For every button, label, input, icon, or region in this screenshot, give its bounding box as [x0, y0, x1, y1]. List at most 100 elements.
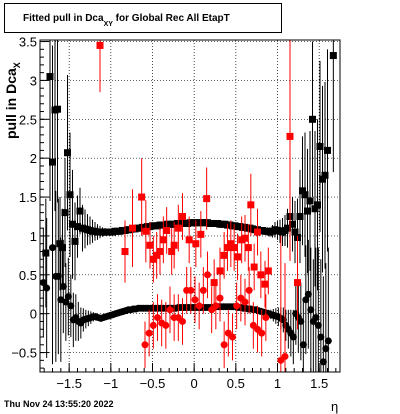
data-point-square	[250, 263, 258, 271]
data-point-square	[54, 105, 61, 113]
data-point-square	[247, 201, 255, 209]
data-point-square	[210, 279, 218, 287]
data-point-square	[304, 207, 311, 215]
data-point-square	[56, 240, 64, 248]
data-point-circle	[299, 341, 307, 349]
data-point-circle	[162, 321, 170, 329]
data-point-circle	[195, 302, 203, 310]
data-point-square	[257, 271, 265, 279]
data-point-square	[264, 267, 272, 275]
data-point-square	[321, 171, 329, 179]
chart-title-suffix: for Global Rec All EtapT	[112, 13, 230, 24]
data-point-square	[227, 240, 235, 248]
data-point-square	[64, 149, 71, 157]
x-tick-label: −1.5	[56, 376, 82, 391]
data-point-square	[284, 224, 291, 232]
data-point-circle	[220, 341, 228, 349]
y-axis-label-main: pull in Dca	[3, 68, 19, 139]
data-point-square	[324, 146, 331, 154]
x-tick-label: 0.5	[227, 376, 245, 391]
data-point-square	[170, 241, 178, 249]
y-tick-label: 2.5	[19, 112, 37, 127]
x-tick-label: 0	[191, 376, 198, 391]
y-tick-label: 0.5	[19, 268, 37, 283]
data-point-square	[61, 209, 69, 217]
data-point-circle	[262, 314, 270, 322]
data-point-square	[159, 236, 167, 244]
data-point-square	[153, 251, 161, 259]
data-layer	[39, 40, 337, 372]
data-point-square	[203, 195, 211, 203]
data-point-square	[138, 193, 146, 201]
data-point-circle	[307, 306, 315, 314]
y-tick-label: 0	[30, 307, 37, 322]
data-point-square	[294, 279, 301, 287]
data-point-square	[96, 41, 104, 49]
x-tick-label: 1	[274, 376, 281, 391]
data-point-square	[69, 220, 76, 228]
data-point-circle	[187, 286, 195, 294]
data-point-circle	[145, 329, 153, 337]
data-point-circle	[154, 314, 161, 322]
data-point-square	[149, 255, 157, 263]
y-tick-label: 1.5	[19, 190, 37, 205]
data-point-square	[168, 247, 176, 255]
series-group	[39, 130, 332, 372]
data-point-circle	[67, 302, 75, 310]
data-point-circle	[212, 302, 220, 310]
data-point-circle	[141, 341, 149, 349]
data-point-square	[76, 207, 84, 215]
data-point-square	[42, 249, 50, 257]
data-point-square	[174, 224, 182, 232]
data-point-square	[241, 234, 249, 242]
data-point-circle	[297, 317, 305, 325]
y-tick-label: 1	[30, 229, 37, 244]
data-point-square	[289, 220, 296, 228]
data-point-circle	[245, 286, 253, 294]
data-point-square	[314, 201, 321, 209]
data-point-square	[316, 143, 324, 151]
data-point-square	[163, 226, 171, 234]
data-point-square	[286, 132, 294, 140]
data-point-square	[234, 253, 241, 261]
data-point-circle	[314, 321, 322, 329]
data-point-circle	[166, 306, 174, 314]
data-point-square	[291, 228, 299, 236]
data-point-square	[319, 175, 326, 183]
plot-frame	[39, 39, 341, 373]
data-point-square	[309, 115, 316, 123]
y-tick-label: 3.5	[19, 35, 37, 50]
data-point-square	[59, 244, 66, 252]
data-point-circle	[43, 284, 51, 292]
data-point-circle	[241, 298, 249, 306]
chart-title-subscript: XY	[103, 21, 113, 28]
data-point-circle	[319, 358, 327, 366]
chart-title: Fitted pull in DcaXY for Global Rec All …	[23, 13, 230, 28]
y-tick-label: 3	[30, 73, 37, 88]
data-point-square	[142, 227, 150, 235]
data-point-circle	[324, 337, 332, 345]
data-point-square	[192, 240, 200, 248]
data-point-square	[197, 230, 205, 238]
data-point-square	[156, 247, 164, 255]
data-point-square	[179, 212, 186, 220]
data-point-square	[299, 187, 306, 195]
data-point-circle	[302, 296, 310, 304]
timestamp-footer: Thu Nov 24 13:55:20 2022	[4, 399, 114, 409]
x-tick-label: 1.5	[310, 376, 328, 391]
data-point-circle	[289, 333, 297, 341]
data-point-square	[66, 191, 74, 199]
y-tick-label: 2	[30, 151, 37, 166]
x-tick-label: −1	[103, 376, 118, 391]
data-point-circle	[258, 329, 266, 337]
data-point-square	[185, 236, 193, 244]
series-group	[96, 40, 301, 330]
data-point-square	[71, 237, 79, 245]
data-point-circle	[54, 272, 62, 280]
data-point-square	[216, 267, 224, 275]
data-point-square	[46, 73, 54, 81]
y-axis-label-subscript: X	[12, 62, 22, 69]
x-tick-label: −0.5	[140, 376, 166, 391]
data-point-square	[146, 241, 154, 249]
